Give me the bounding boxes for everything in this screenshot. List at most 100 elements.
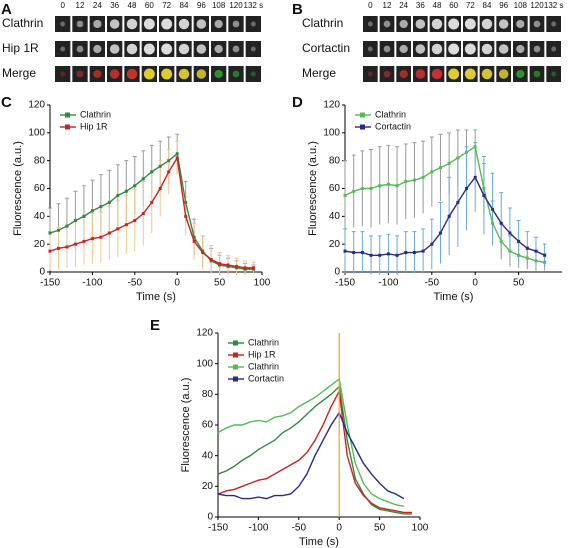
y-tick-label: 100 xyxy=(28,127,45,138)
spot xyxy=(551,21,557,27)
y-tick-label: 120 xyxy=(28,100,45,111)
spot xyxy=(109,19,120,29)
point xyxy=(150,170,154,174)
spot xyxy=(214,19,223,29)
point xyxy=(465,187,469,190)
spot xyxy=(481,43,493,55)
point xyxy=(534,249,538,253)
spot xyxy=(431,68,443,80)
legend-label: Hip 1R xyxy=(248,349,276,359)
point xyxy=(404,251,408,255)
spot xyxy=(93,44,102,54)
frame xyxy=(546,66,561,82)
point xyxy=(517,239,521,243)
time-label: 24 xyxy=(399,1,408,10)
point xyxy=(192,235,196,239)
point xyxy=(352,251,356,255)
y-tick-label: 0 xyxy=(39,267,45,278)
point xyxy=(124,223,128,227)
spot xyxy=(448,18,460,30)
x-tick-label: -50 xyxy=(425,278,440,289)
point xyxy=(438,231,442,235)
point xyxy=(543,253,547,257)
time-label: 12 xyxy=(76,1,85,10)
spot xyxy=(533,20,541,28)
x-tick-label: 50 xyxy=(214,278,226,289)
spot xyxy=(76,20,84,28)
frame xyxy=(363,66,378,82)
y-tick-label: 0 xyxy=(207,512,213,523)
legend-marker xyxy=(233,364,238,370)
point xyxy=(65,224,69,228)
point xyxy=(158,187,162,190)
spot xyxy=(399,19,408,29)
frame xyxy=(55,66,71,82)
y-tick-label: 40 xyxy=(329,211,341,222)
point xyxy=(107,231,111,235)
y-tick-label: 80 xyxy=(202,389,214,400)
y-tick-label: 80 xyxy=(34,155,46,166)
spot xyxy=(126,68,138,80)
point xyxy=(352,189,356,193)
frame xyxy=(245,41,261,57)
panel-label: A xyxy=(1,1,12,18)
spot xyxy=(383,20,391,28)
point xyxy=(167,170,171,174)
time-label: 0 xyxy=(60,1,65,10)
row-label: Cortactin xyxy=(302,41,350,55)
x-axis-label: Time (s) xyxy=(299,536,339,548)
point xyxy=(465,150,469,154)
legend-label: Cortactin xyxy=(248,373,284,383)
spot xyxy=(161,18,173,30)
point xyxy=(438,166,442,170)
point xyxy=(404,180,408,184)
point xyxy=(201,251,205,255)
point xyxy=(124,189,128,193)
spot xyxy=(516,69,525,79)
spot xyxy=(93,69,102,79)
spot xyxy=(178,68,190,80)
point xyxy=(386,252,390,256)
frame xyxy=(55,16,71,32)
series-line xyxy=(344,145,545,263)
spot xyxy=(143,18,155,30)
x-tick-label: -50 xyxy=(128,278,143,289)
point xyxy=(395,253,399,257)
panel-label: C xyxy=(1,94,12,111)
spot xyxy=(143,43,155,55)
point xyxy=(73,242,77,246)
spot xyxy=(214,69,223,79)
spot xyxy=(551,71,557,77)
spot xyxy=(481,18,493,30)
legend-label: Cortactin xyxy=(375,121,411,131)
spot xyxy=(214,44,223,54)
spot xyxy=(143,68,155,80)
point xyxy=(48,231,52,235)
time-label: 24 xyxy=(93,1,102,10)
point xyxy=(192,239,196,243)
panel-label: B xyxy=(292,1,303,18)
x-tick-label: 50 xyxy=(513,278,525,289)
point xyxy=(90,209,94,213)
spot xyxy=(399,69,408,79)
point xyxy=(184,214,188,218)
point xyxy=(158,164,162,168)
series-line xyxy=(217,411,405,500)
y-tick-label: 120 xyxy=(196,328,213,339)
row-label: Merge xyxy=(2,66,36,80)
point xyxy=(482,193,486,197)
point xyxy=(99,235,103,239)
spot xyxy=(60,71,66,77)
x-tick-label: 0 xyxy=(336,523,342,534)
point xyxy=(412,178,416,182)
point xyxy=(90,237,94,241)
legend-label: Clathrin xyxy=(248,337,279,347)
spot xyxy=(196,44,207,54)
time-label: 0 xyxy=(368,1,373,10)
x-tick-label: 50 xyxy=(374,523,386,534)
spot xyxy=(516,19,525,29)
spot xyxy=(498,19,509,29)
point xyxy=(534,259,538,263)
point xyxy=(209,257,213,261)
